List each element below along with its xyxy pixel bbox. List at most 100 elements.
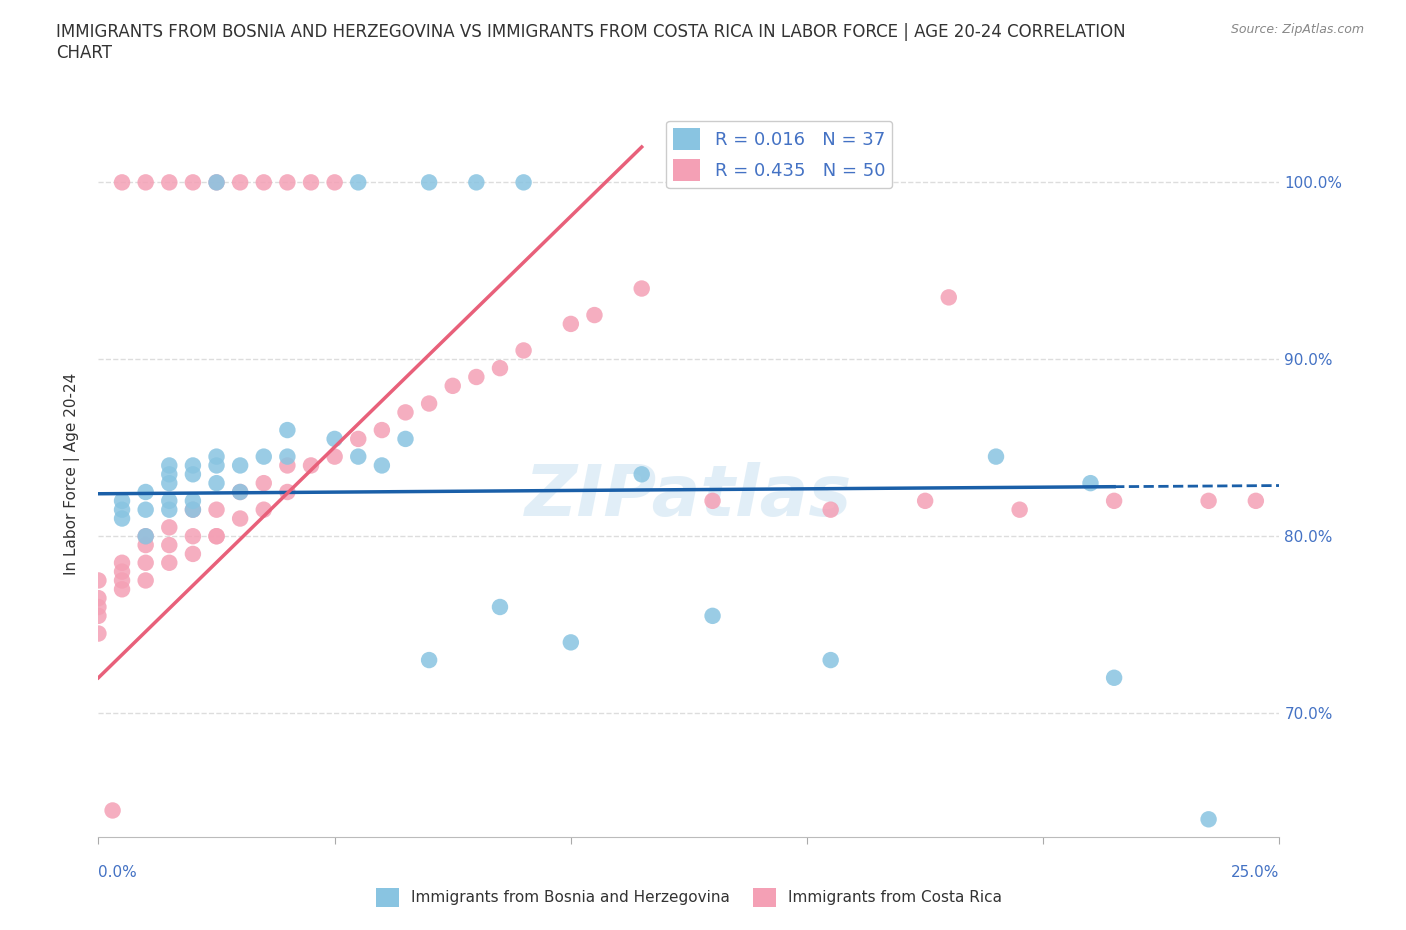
Point	[276, 485, 298, 499]
Point	[1080, 476, 1102, 491]
Point	[512, 175, 534, 190]
Point	[135, 485, 157, 499]
Point	[253, 449, 276, 464]
Point	[276, 449, 298, 464]
Point	[135, 573, 157, 588]
Point	[489, 600, 512, 615]
Point	[181, 175, 204, 190]
Point	[323, 449, 346, 464]
Point	[229, 485, 252, 499]
Text: IMMIGRANTS FROM BOSNIA AND HERZEGOVINA VS IMMIGRANTS FROM COSTA RICA IN LABOR FO: IMMIGRANTS FROM BOSNIA AND HERZEGOVINA V…	[56, 23, 1126, 62]
Point	[181, 458, 204, 472]
Point	[205, 529, 228, 544]
Text: ZIPatlas: ZIPatlas	[526, 461, 852, 530]
Point	[205, 175, 228, 190]
Point	[1102, 494, 1125, 509]
Point	[111, 494, 134, 509]
Point	[702, 608, 724, 623]
Point	[299, 175, 322, 190]
Point	[347, 449, 370, 464]
Point	[253, 502, 276, 517]
Point	[87, 608, 110, 623]
Point	[1102, 671, 1125, 685]
Point	[135, 538, 157, 552]
Point	[276, 458, 298, 472]
Point	[157, 476, 180, 491]
Point	[323, 432, 346, 446]
Point	[157, 458, 180, 472]
Point	[1008, 502, 1031, 517]
Point	[299, 458, 322, 472]
Point	[938, 290, 960, 305]
Point	[394, 432, 416, 446]
Point	[229, 485, 252, 499]
Point	[157, 520, 180, 535]
Point	[87, 600, 110, 615]
Point	[87, 573, 110, 588]
Point	[489, 361, 512, 376]
Point	[984, 449, 1007, 464]
Point	[630, 281, 652, 296]
Point	[205, 476, 228, 491]
Point	[1198, 812, 1220, 827]
Point	[347, 175, 370, 190]
Point	[253, 175, 276, 190]
Y-axis label: In Labor Force | Age 20-24: In Labor Force | Age 20-24	[63, 373, 80, 576]
Point	[135, 502, 157, 517]
Point	[441, 379, 464, 393]
Point	[111, 565, 134, 579]
Point	[181, 502, 204, 517]
Point	[157, 502, 180, 517]
Point	[253, 476, 276, 491]
Point	[465, 175, 488, 190]
Point	[418, 396, 440, 411]
Point	[630, 467, 652, 482]
Point	[229, 512, 252, 526]
Point	[394, 405, 416, 419]
Point	[205, 502, 228, 517]
Point	[181, 502, 204, 517]
Point	[323, 175, 346, 190]
Point	[111, 502, 134, 517]
Point	[512, 343, 534, 358]
Point	[111, 175, 134, 190]
Point	[111, 582, 134, 597]
Legend: Immigrants from Bosnia and Herzegovina, Immigrants from Costa Rica: Immigrants from Bosnia and Herzegovina, …	[370, 882, 1008, 912]
Point	[87, 591, 110, 605]
Point	[181, 494, 204, 509]
Point	[181, 467, 204, 482]
Point	[465, 369, 488, 384]
Point	[229, 458, 252, 472]
Point	[560, 635, 582, 650]
Point	[181, 547, 204, 562]
Point	[560, 316, 582, 331]
Point	[181, 529, 204, 544]
Point	[87, 626, 110, 641]
Point	[276, 422, 298, 437]
Point	[157, 467, 180, 482]
Point	[157, 175, 180, 190]
Text: 0.0%: 0.0%	[98, 865, 138, 880]
Point	[371, 458, 394, 472]
Point	[820, 653, 842, 668]
Point	[111, 573, 134, 588]
Point	[229, 175, 252, 190]
Point	[101, 803, 124, 817]
Point	[205, 175, 228, 190]
Point	[418, 175, 440, 190]
Point	[135, 555, 157, 570]
Point	[914, 494, 936, 509]
Point	[157, 538, 180, 552]
Point	[1198, 494, 1220, 509]
Point	[371, 422, 394, 437]
Point	[205, 458, 228, 472]
Point	[135, 175, 157, 190]
Point	[135, 529, 157, 544]
Point	[1244, 494, 1267, 509]
Point	[347, 432, 370, 446]
Point	[276, 175, 298, 190]
Point	[418, 653, 440, 668]
Point	[111, 512, 134, 526]
Point	[135, 529, 157, 544]
Text: Source: ZipAtlas.com: Source: ZipAtlas.com	[1230, 23, 1364, 36]
